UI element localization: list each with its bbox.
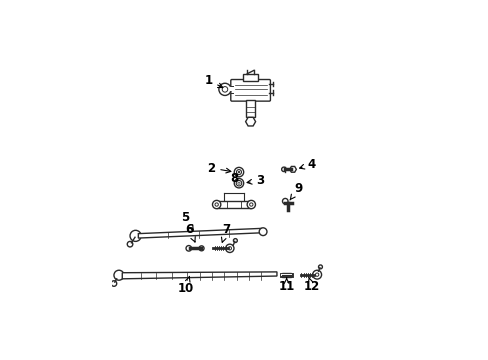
- Bar: [216, 202, 251, 208]
- Text: 4: 4: [299, 158, 315, 171]
- Circle shape: [127, 242, 133, 247]
- Text: 8: 8: [229, 172, 238, 185]
- Text: 10: 10: [177, 276, 193, 295]
- Polygon shape: [138, 228, 261, 238]
- Bar: [243, 74, 258, 81]
- Circle shape: [281, 167, 285, 172]
- Circle shape: [212, 201, 221, 209]
- Circle shape: [219, 83, 231, 95]
- Text: 7: 7: [221, 223, 230, 242]
- Circle shape: [130, 230, 141, 242]
- Circle shape: [238, 171, 239, 173]
- Text: 12: 12: [303, 277, 319, 293]
- FancyBboxPatch shape: [230, 80, 270, 101]
- Circle shape: [233, 239, 237, 243]
- Bar: [282, 273, 290, 278]
- Text: 3: 3: [246, 174, 264, 187]
- Circle shape: [199, 246, 203, 251]
- Text: 9: 9: [289, 182, 302, 200]
- Circle shape: [185, 246, 191, 251]
- Polygon shape: [122, 272, 276, 279]
- Text: 2: 2: [207, 162, 230, 175]
- Circle shape: [282, 198, 287, 204]
- Text: 5: 5: [181, 211, 193, 230]
- Circle shape: [318, 265, 322, 269]
- Circle shape: [114, 270, 123, 280]
- Circle shape: [246, 201, 255, 209]
- Circle shape: [312, 270, 321, 279]
- Text: 11: 11: [278, 278, 294, 293]
- Circle shape: [234, 167, 243, 177]
- Circle shape: [234, 179, 243, 188]
- Circle shape: [259, 228, 266, 235]
- Text: 6: 6: [185, 223, 195, 242]
- Text: 1: 1: [204, 74, 223, 87]
- Bar: [245, 100, 255, 117]
- Circle shape: [111, 281, 117, 286]
- Circle shape: [225, 244, 233, 252]
